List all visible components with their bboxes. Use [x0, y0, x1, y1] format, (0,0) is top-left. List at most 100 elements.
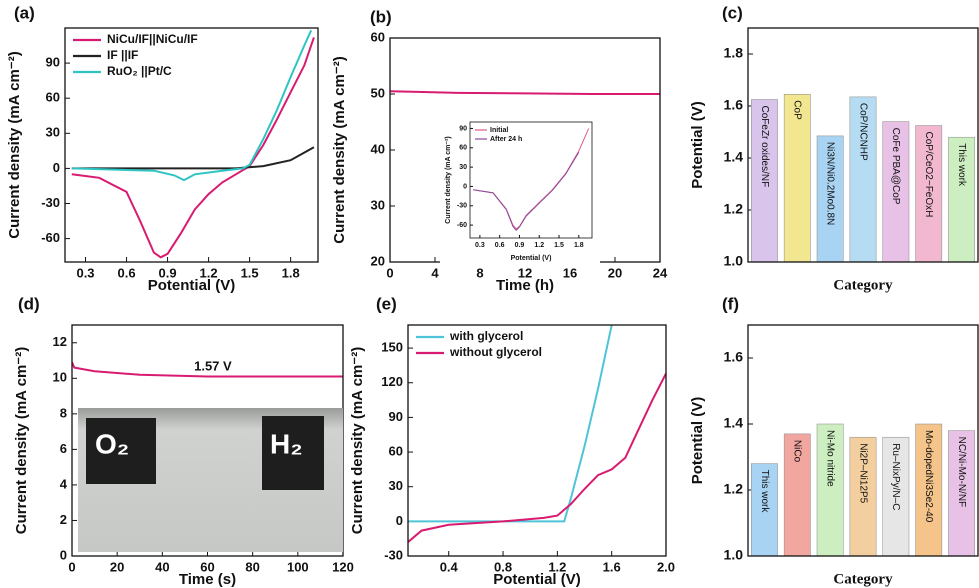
y-tick-label: -30	[384, 547, 403, 562]
x-tick-label: 1.2	[200, 265, 218, 280]
legend-label: IF ||IF	[107, 48, 138, 62]
y-tick-label: 1.2	[724, 201, 744, 217]
x-tick-label: 0.9	[159, 265, 177, 280]
x-axis-label: Category	[833, 571, 893, 587]
x-tick-label: 12	[518, 265, 532, 280]
plot-frame	[747, 27, 979, 263]
y-tick-label: 0	[60, 547, 67, 562]
x-axis-label: Potential (V)	[493, 571, 581, 588]
bar	[783, 94, 811, 263]
bar	[948, 430, 975, 557]
category-label: Ni-Mo nitride	[825, 430, 836, 487]
y-tick-label: -60	[41, 230, 60, 245]
category-label: This work	[759, 470, 770, 514]
category-label: CoFe PBA@CoP	[890, 128, 901, 205]
x-tick-label: 0.4	[440, 559, 459, 574]
y-axis-label: Current density (mA cm⁻²)	[349, 347, 366, 534]
y-tick-label: 0	[396, 513, 403, 528]
x-tick-label: 1.6	[603, 559, 621, 574]
series-line	[473, 152, 580, 232]
y-tick-label: 60	[459, 145, 467, 152]
y-tick-label: 120	[381, 374, 403, 389]
panel-label: (c)	[722, 3, 743, 22]
legend-label: Initial	[490, 127, 508, 134]
y-axis-label: Current density (mA cm⁻²)	[331, 56, 348, 243]
y-tick-label: 60	[389, 443, 403, 458]
y-tick-label: 30	[371, 197, 385, 212]
plot-frame	[747, 324, 979, 557]
x-tick-label: 0.9	[515, 242, 525, 249]
category-label: NiCo	[792, 440, 803, 463]
y-tick-label: 1.0	[724, 547, 744, 563]
y-tick-label: 150	[381, 340, 403, 355]
y-tick-label: 1.6	[724, 97, 744, 113]
x-tick-label: 0.6	[495, 242, 505, 249]
y-axis-label: Current density (mA cm⁻²)	[13, 347, 30, 534]
series-line	[71, 29, 313, 182]
y-axis-label: Current density (mA cm⁻²)	[445, 136, 452, 223]
y-tick-label: 0	[463, 183, 467, 190]
y-tick-label: 90	[389, 409, 403, 424]
bar	[816, 135, 844, 263]
x-tick-label: 120	[332, 559, 354, 574]
x-tick-label: 1.5	[554, 242, 564, 249]
x-tick-label: 40	[155, 559, 169, 574]
photo-label: O₂	[95, 428, 129, 459]
category-label: CoP/NCNHP	[857, 103, 868, 161]
x-axis-label: Time (h)	[496, 277, 554, 294]
y-tick-label: 1.8	[724, 45, 744, 61]
x-tick-label: 20	[110, 559, 124, 574]
series-line	[72, 361, 343, 378]
y-axis-label: Current density (mA cm⁻²)	[6, 51, 23, 238]
x-tick-label: 24	[653, 265, 668, 280]
inset-bg	[440, 116, 600, 266]
x-tick-label: 0	[386, 265, 393, 280]
panel-label: (f)	[722, 294, 739, 313]
y-tick-label: 10	[53, 370, 67, 385]
y-tick-label: 8	[60, 405, 67, 420]
bar	[915, 423, 943, 557]
y-tick-label: 1.4	[724, 415, 744, 431]
y-tick-label: 1.0	[724, 253, 744, 269]
bar	[915, 125, 943, 263]
y-axis-label: Potential (V)	[689, 101, 706, 189]
x-tick-label: 0	[68, 559, 75, 574]
legend-label: RuO₂ ||Pt/C	[107, 64, 172, 78]
bar	[882, 121, 910, 263]
x-tick-label: 0.8	[494, 559, 512, 574]
plot-frame	[469, 121, 593, 239]
panel-label: (b)	[370, 7, 392, 26]
y-tick-label: -30	[457, 203, 467, 210]
y-tick-label: 30	[389, 478, 403, 493]
series-line	[71, 146, 315, 170]
y-tick-label: 0	[53, 160, 60, 175]
y-tick-label: 2	[60, 512, 67, 527]
category-label: CoP	[792, 100, 803, 120]
x-tick-label: 80	[245, 559, 259, 574]
category-label: This work	[956, 143, 967, 187]
y-tick-label: 50	[371, 85, 385, 100]
y-tick-label: 12	[53, 334, 67, 349]
legend-label: without glycerol	[449, 345, 542, 359]
x-axis-label: Category	[833, 277, 893, 293]
x-axis-label: Potential (V)	[511, 255, 552, 262]
x-tick-label: 0.3	[475, 242, 485, 249]
category-label: Mo-dopedNi3Se2-40	[923, 430, 934, 523]
panel-label: (a)	[14, 3, 35, 22]
series-line	[408, 325, 613, 523]
x-tick-label: 0.3	[76, 265, 94, 280]
bar	[751, 99, 778, 263]
electrode	[262, 416, 324, 490]
panel-label: (d)	[18, 294, 40, 313]
x-tick-label: 0.6	[118, 265, 136, 280]
series-line	[390, 90, 660, 95]
y-axis-label: Potential (V)	[689, 397, 706, 485]
plot-frame	[64, 27, 319, 263]
x-tick-label: 1.2	[548, 559, 566, 574]
y-tick-label: -30	[41, 195, 60, 210]
x-tick-label: 16	[563, 265, 577, 280]
x-tick-label: 4	[431, 265, 439, 280]
bar	[849, 436, 877, 557]
